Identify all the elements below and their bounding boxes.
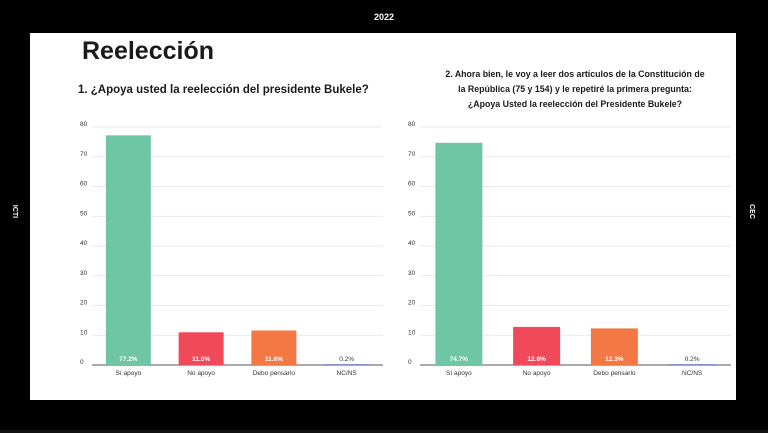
bar <box>178 332 224 365</box>
side-label-right: CEC <box>747 204 755 219</box>
y-tick-label: 70 <box>408 151 416 158</box>
data-label: 12.3% <box>605 356 624 363</box>
data-label: 0.2% <box>339 356 354 363</box>
year-header: 2022 <box>373 12 395 22</box>
bar <box>251 330 297 365</box>
y-tick-label: 80 <box>80 121 88 128</box>
y-tick-label: 50 <box>80 210 88 217</box>
data-label: 77.2% <box>119 356 138 363</box>
x-tick-label: NC/NS <box>682 370 703 377</box>
bar <box>513 326 561 365</box>
bar <box>668 364 716 365</box>
side-label-left: ICTI <box>11 204 19 219</box>
y-tick-label: 50 <box>408 210 416 217</box>
question-2: 2. Ahora bien, le voy a leer dos artícul… <box>410 67 740 112</box>
y-tick-label: 0 <box>80 359 84 366</box>
data-label: 11.6% <box>265 356 283 363</box>
x-tick-label: No apoyo <box>187 370 215 377</box>
y-tick-label: 40 <box>80 240 88 247</box>
bar-chart-q1: 0 10 20 30 40 50 60 70 80 77.2% Sí apoyo 11.0% No ap… <box>80 121 383 377</box>
y-tick-label: 0 <box>408 359 412 366</box>
x-tick-label: NC/NS <box>337 370 358 377</box>
y-tick-label: 30 <box>408 270 416 277</box>
y-tick-label: 60 <box>80 181 88 188</box>
slide-title: Reelección <box>82 37 215 65</box>
x-tick-label: Debo pensarlo <box>593 370 636 377</box>
question-2-line-2: la República (75 y 154) y le repetiré la… <box>458 84 692 94</box>
bottom-strip <box>0 430 768 433</box>
y-tick-label: 10 <box>408 329 416 336</box>
data-label: 0.2% <box>685 356 700 363</box>
y-tick-label: 20 <box>408 300 416 307</box>
y-tick-label: 80 <box>408 121 416 128</box>
data-label: 12.8% <box>527 356 546 363</box>
data-label: 74.7% <box>450 356 469 363</box>
y-tick-label: 40 <box>408 240 416 247</box>
y-tick-label: 20 <box>80 300 88 307</box>
x-tick-label: Sí apoyo <box>116 370 142 377</box>
bar <box>435 142 483 365</box>
question-1: 1. ¿Apoya usted la reelección del presid… <box>78 84 369 96</box>
question-2-line-1: 2. Ahora bien, le voy a leer dos artícul… <box>445 69 705 79</box>
bar <box>590 328 638 365</box>
x-tick-label: Sí apoyo <box>446 370 472 377</box>
bar-chart-q2: 0 10 20 30 40 50 60 70 80 74.7% Sí apoyo 12.8% No ap… <box>408 121 731 377</box>
x-tick-label: Debo pensarlo <box>253 370 296 377</box>
y-tick-label: 10 <box>80 329 88 336</box>
question-2-line-3: ¿Apoya Usted la reelección del President… <box>467 99 683 109</box>
y-tick-label: 60 <box>408 181 416 188</box>
y-tick-label: 30 <box>80 270 88 277</box>
bar <box>324 364 370 365</box>
bar <box>105 135 151 365</box>
x-tick-label: No apoyo <box>523 370 551 377</box>
y-tick-label: 70 <box>80 151 88 158</box>
data-label: 11.0% <box>192 356 210 363</box>
